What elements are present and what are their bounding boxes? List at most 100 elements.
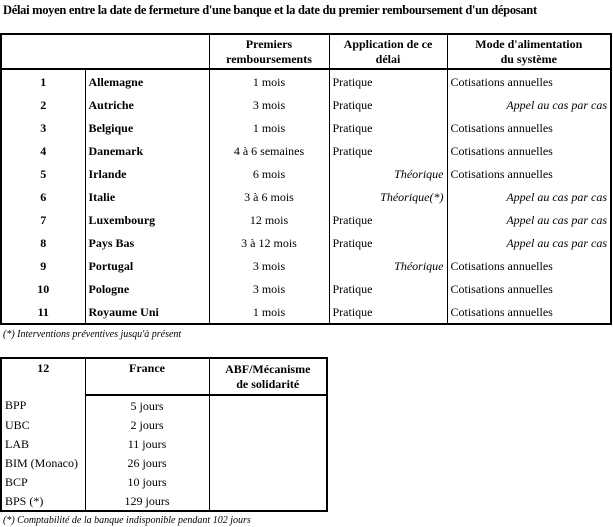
country: Irlande — [84, 162, 210, 185]
application: Pratique — [328, 277, 448, 300]
delay: 3 mois — [208, 277, 330, 300]
row-number: 10 — [0, 277, 86, 300]
row-number: 5 — [0, 162, 86, 185]
header-premiers: Premiers remboursements — [208, 34, 330, 70]
application: Théorique(*) — [328, 185, 448, 208]
bank: BCP — [0, 472, 86, 491]
france-table: 12 France ABF/Mécanisme de solidarité BPP… — [0, 357, 328, 512]
row-number: 12 — [0, 358, 86, 395]
application: Théorique — [328, 162, 448, 185]
table-row: BPS (*) 129 jours — [0, 491, 327, 511]
header-line: du système — [500, 51, 557, 66]
delay: 4 à 6 semaines — [208, 139, 330, 162]
bank: UBC — [0, 415, 86, 434]
header-blank — [0, 34, 210, 70]
funding-mode: Cotisations annuelles — [446, 139, 612, 162]
funding-mode: Appel au cas par cas — [446, 208, 612, 231]
table-row: BPP 5 jours — [0, 395, 327, 415]
footnote-2: (*) Comptabilité de la banque indisponib… — [3, 515, 251, 526]
header-line: de solidarité — [236, 376, 300, 391]
table-row: 5 Irlande 6 mois Théorique Cotisations a… — [0, 162, 612, 185]
table-row: 6 Italie 3 à 6 mois Théorique(*) Appel a… — [0, 185, 612, 208]
table-row: 9 Portugal 3 mois Théorique Cotisations … — [0, 254, 612, 277]
delay: 1 mois — [208, 69, 330, 93]
delay: 3 mois — [208, 93, 330, 116]
application: Pratique — [328, 139, 448, 162]
delay: 129 jours — [84, 491, 210, 511]
row-number: 1 — [0, 69, 86, 93]
delay: 3 mois — [208, 254, 330, 277]
table-row: BIM (Monaco) 26 jours — [0, 453, 327, 472]
header-line: Application de ce — [343, 36, 433, 51]
delay: 2 jours — [84, 415, 210, 434]
country: Royaume Uni — [84, 300, 210, 324]
table-row: 8 Pays Bas 3 à 12 mois Pratique Appel au… — [0, 231, 612, 254]
application: Théorique — [328, 254, 448, 277]
bank: BPS (*) — [0, 491, 86, 511]
table-row: 7 Luxembourg 12 mois Pratique Appel au c… — [0, 208, 612, 231]
header-line: ABF/Mécanisme — [225, 361, 311, 376]
funding-mode: Cotisations annuelles — [446, 254, 612, 277]
country: Belgique — [84, 116, 210, 139]
country: Danemark — [84, 139, 210, 162]
table-header: 12 France ABF/Mécanisme de solidarité — [0, 358, 328, 396]
funding-mode: Cotisations annuelles — [446, 162, 612, 185]
table-row: BCP 10 jours — [0, 472, 327, 491]
table-row: LAB 11 jours — [0, 434, 327, 453]
delay: 1 mois — [208, 116, 330, 139]
funding-mode: Cotisations annuelles — [446, 277, 612, 300]
funding-mode: Appel au cas par cas — [446, 185, 612, 208]
application: Pratique — [328, 116, 448, 139]
delay: 1 mois — [208, 300, 330, 324]
delay: 12 mois — [208, 208, 330, 231]
country: Luxembourg — [84, 208, 210, 231]
row-number: 7 — [0, 208, 86, 231]
application: Pratique — [328, 69, 448, 93]
application: Pratique — [328, 300, 448, 324]
delay: 11 jours — [84, 434, 210, 453]
row-number: 2 — [0, 93, 86, 116]
table-header: Premiers remboursements Application de ce… — [0, 34, 612, 70]
row-number: 8 — [0, 231, 86, 254]
funding-mode: Appel au cas par cas — [446, 93, 612, 116]
table-row: 1 Allemagne 1 mois Pratique Cotisations … — [0, 69, 612, 93]
funding-mode: Cotisations annuelles — [446, 69, 612, 93]
table-row: 2 Autriche 3 mois Pratique Appel au cas … — [0, 93, 612, 116]
funding-mode: Appel au cas par cas — [446, 231, 612, 254]
header-abf: ABF/Mécanisme de solidarité — [208, 358, 328, 396]
footnote-1: (*) Interventions préventives jusqu'à pr… — [3, 329, 182, 340]
table-row: 11 Royaume Uni 1 mois Pratique Cotisatio… — [0, 300, 612, 324]
document-title: Délai moyen entre la date de fermeture d… — [3, 3, 537, 17]
header-application: Application de ce délai — [328, 34, 448, 70]
row-number: 11 — [0, 300, 86, 324]
header-line: remboursements — [226, 51, 312, 66]
table-row: UBC 2 jours — [0, 415, 327, 434]
table-row: 3 Belgique 1 mois Pratique Cotisations a… — [0, 116, 612, 139]
country-header: France — [84, 358, 210, 396]
country: Allemagne — [84, 69, 210, 93]
header-mode: Mode d'alimentation du système — [446, 34, 612, 70]
funding-mode: Cotisations annuelles — [446, 116, 612, 139]
table-row: 10 Pologne 3 mois Pratique Cotisations a… — [0, 277, 612, 300]
header-line: délai — [375, 51, 401, 66]
row-number: 3 — [0, 116, 86, 139]
country: Autriche — [84, 93, 210, 116]
delay: 3 à 6 mois — [208, 185, 330, 208]
row-number: 9 — [0, 254, 86, 277]
bank: LAB — [0, 434, 86, 453]
delay: 26 jours — [84, 453, 210, 472]
delay-table: Premiers remboursements Application de ce… — [0, 33, 612, 325]
delay: 6 mois — [208, 162, 330, 185]
application: Pratique — [328, 93, 448, 116]
funding-mode: Cotisations annuelles — [446, 300, 612, 324]
application: Pratique — [328, 208, 448, 231]
country: Pologne — [84, 277, 210, 300]
bank: BPP — [0, 395, 86, 415]
table-row: 4 Danemark 4 à 6 semaines Pratique Cotis… — [0, 139, 612, 162]
row-number: 6 — [0, 185, 86, 208]
header-line: Premiers — [245, 36, 293, 51]
country: Italie — [84, 185, 210, 208]
country: Pays Bas — [84, 231, 210, 254]
header-line: Mode d'alimentation — [475, 36, 583, 51]
